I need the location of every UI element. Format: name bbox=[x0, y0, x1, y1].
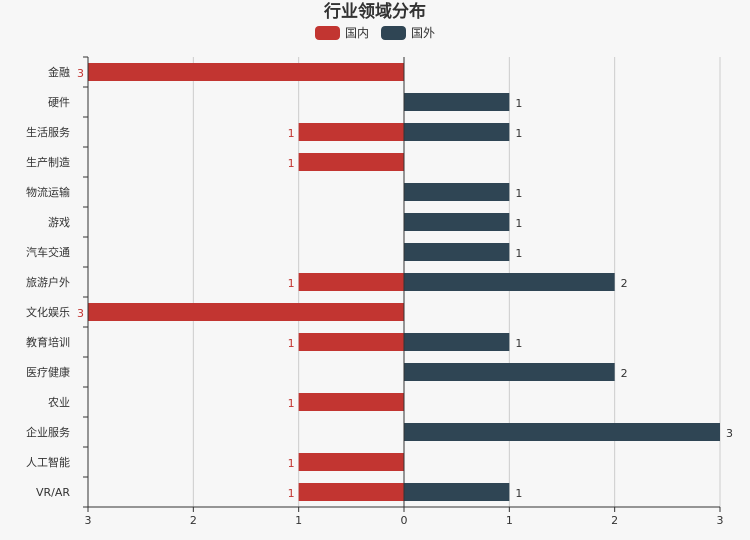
legend-item-domestic[interactable]: 国内 bbox=[314, 24, 369, 41]
legend-label-domestic: 国内 bbox=[344, 26, 369, 40]
value-label-foreign: 1 bbox=[515, 187, 522, 200]
x-tick-label: 3 bbox=[717, 514, 724, 527]
legend-item-foreign[interactable]: 国外 bbox=[381, 24, 435, 41]
x-tick-label: 1 bbox=[506, 514, 513, 527]
value-label-domestic: 1 bbox=[288, 397, 295, 410]
bar-foreign bbox=[404, 183, 510, 201]
bar-foreign bbox=[404, 483, 510, 501]
bar-domestic bbox=[298, 393, 404, 411]
legend-label-foreign: 国外 bbox=[411, 26, 436, 40]
bar-domestic bbox=[298, 333, 404, 351]
y-category-label: 农业 bbox=[48, 395, 70, 409]
bar-foreign bbox=[404, 363, 615, 381]
value-label-foreign: 2 bbox=[621, 277, 628, 290]
legend-swatch-foreign bbox=[381, 25, 406, 40]
value-label-domestic: 1 bbox=[288, 487, 295, 500]
bar-foreign bbox=[404, 93, 510, 111]
legend: 国内 国外 bbox=[0, 24, 750, 41]
bar-domestic bbox=[298, 483, 404, 501]
bar-domestic bbox=[88, 63, 404, 81]
bar-foreign bbox=[404, 213, 510, 231]
y-category-label: 人工智能 bbox=[26, 455, 70, 469]
bar-foreign bbox=[404, 243, 510, 261]
y-category-label: 硬件 bbox=[48, 96, 70, 109]
value-label-domestic: 1 bbox=[288, 337, 295, 350]
bar-foreign bbox=[404, 333, 510, 351]
value-label-domestic: 3 bbox=[77, 307, 84, 320]
bar-foreign bbox=[404, 123, 510, 141]
chart-title: 行业领域分布 bbox=[324, 2, 426, 22]
y-category-label: 医疗健康 bbox=[26, 365, 70, 379]
y-category-label: 汽车交通 bbox=[26, 245, 70, 259]
x-tick-label: 1 bbox=[295, 514, 302, 527]
legend-swatch-domestic bbox=[314, 25, 340, 40]
bar-domestic bbox=[298, 153, 404, 171]
value-label-domestic: 1 bbox=[288, 457, 295, 470]
value-label-domestic: 1 bbox=[288, 277, 295, 290]
x-tick-label: 0 bbox=[401, 514, 408, 527]
y-category-label: 旅游户外 bbox=[26, 275, 70, 289]
value-label-foreign: 2 bbox=[621, 367, 628, 380]
bar-foreign bbox=[404, 273, 615, 291]
value-label-foreign: 1 bbox=[515, 217, 522, 230]
bar-domestic bbox=[298, 273, 404, 291]
value-label-domestic: 3 bbox=[77, 67, 84, 80]
value-label-foreign: 1 bbox=[515, 337, 522, 350]
x-tick-label: 2 bbox=[190, 514, 197, 527]
value-label-foreign: 1 bbox=[515, 247, 522, 260]
y-category-label: VR/AR bbox=[36, 486, 70, 499]
bar-domestic bbox=[88, 303, 404, 321]
value-label-foreign: 3 bbox=[726, 427, 733, 440]
value-label-foreign: 1 bbox=[515, 487, 522, 500]
x-tick-label: 2 bbox=[611, 514, 618, 527]
y-category-label: 企业服务 bbox=[26, 425, 70, 439]
bar-foreign bbox=[404, 423, 720, 441]
bar-domestic bbox=[298, 453, 404, 471]
value-label-foreign: 1 bbox=[515, 127, 522, 140]
y-category-label: 生产制造 bbox=[26, 155, 70, 169]
y-category-label: 金融 bbox=[48, 65, 70, 79]
value-label-foreign: 1 bbox=[515, 97, 522, 110]
x-tick-label: 3 bbox=[85, 514, 92, 527]
value-label-domestic: 1 bbox=[288, 157, 295, 170]
y-category-label: 游戏 bbox=[48, 216, 70, 229]
y-category-label: 生活服务 bbox=[26, 125, 70, 139]
y-category-label: 教育培训 bbox=[26, 335, 70, 349]
value-label-domestic: 1 bbox=[288, 127, 295, 140]
bar-domestic bbox=[298, 123, 404, 141]
y-category-label: 文化娱乐 bbox=[26, 305, 70, 319]
y-category-label: 物流运输 bbox=[26, 185, 70, 199]
